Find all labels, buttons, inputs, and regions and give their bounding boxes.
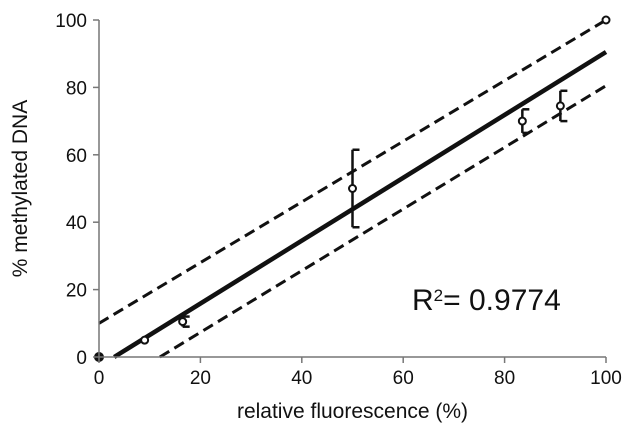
y-tick-label: 0 bbox=[76, 348, 87, 369]
data-point bbox=[555, 101, 565, 111]
x-tick-label: 20 bbox=[190, 368, 211, 389]
data-point bbox=[178, 317, 188, 327]
x-tick-label: 40 bbox=[291, 368, 312, 389]
y-tick-label: 40 bbox=[66, 213, 87, 234]
confidence-band-line bbox=[159, 84, 607, 359]
data-point bbox=[601, 15, 611, 25]
r-value: = 0.9774 bbox=[443, 284, 561, 317]
axes bbox=[98, 20, 606, 358]
y-tick-label: 20 bbox=[66, 281, 87, 302]
x-tick-label: 100 bbox=[590, 368, 622, 389]
data-point bbox=[517, 116, 527, 126]
y-axis-title: % methylated DNA bbox=[9, 100, 32, 277]
x-tick-label: 60 bbox=[393, 368, 414, 389]
ticks: 0 20 40 60 80 100 0 20 40 60 80 100 bbox=[55, 11, 622, 389]
data-point bbox=[140, 335, 150, 345]
data-point bbox=[348, 184, 357, 193]
r-squared-annotation: R2= 0.9774 bbox=[412, 284, 561, 317]
x-tick-label: 0 bbox=[94, 368, 105, 389]
y-tick-label: 100 bbox=[55, 11, 87, 32]
y-tick-label: 60 bbox=[66, 146, 87, 167]
r-label: R bbox=[412, 284, 434, 317]
x-tick-label: 80 bbox=[494, 368, 515, 389]
y-tick-label: 80 bbox=[66, 78, 87, 99]
regression-line bbox=[113, 50, 608, 359]
r-superscript: 2 bbox=[434, 286, 443, 305]
x-axis-title: relative fluorescence (%) bbox=[237, 400, 468, 423]
